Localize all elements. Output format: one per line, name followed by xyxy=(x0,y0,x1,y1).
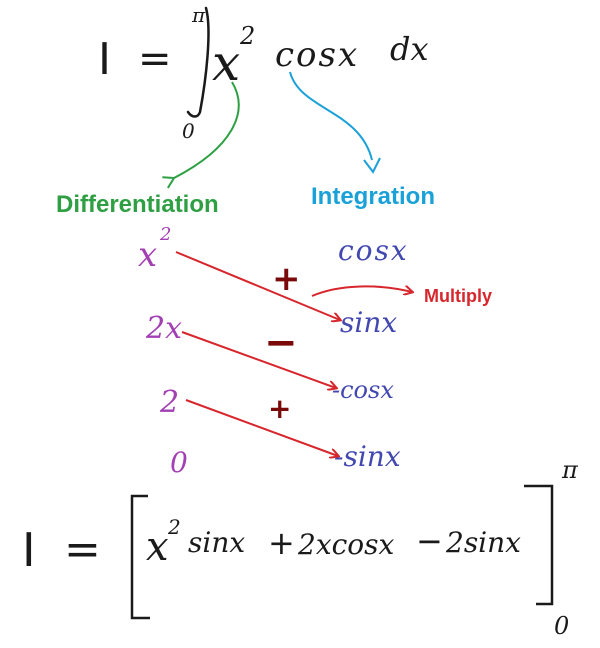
diff-term-4: 0 xyxy=(170,446,188,479)
sign-2: − xyxy=(264,320,298,366)
integral-first-function: x xyxy=(212,34,240,92)
diff-term-1: x xyxy=(138,235,157,275)
arrow-to-integration xyxy=(289,71,373,161)
sign-1: + xyxy=(272,259,301,299)
multiply-label: Multiply xyxy=(424,286,492,306)
integral-first-exponent: 2 xyxy=(239,22,255,50)
result-right-bracket xyxy=(524,484,554,606)
integral-lhs: I xyxy=(98,34,111,85)
int-term-1: cosx xyxy=(338,234,409,267)
result-lhs: I xyxy=(22,523,36,577)
result-term2: 2xcosx xyxy=(297,528,395,561)
multiply-arrow xyxy=(311,286,412,297)
integral-upper-limit: π xyxy=(191,3,206,27)
result-lower-limit: 0 xyxy=(554,612,569,640)
result-minus: − xyxy=(416,522,443,560)
integral-sign xyxy=(186,6,210,118)
result-plus: + xyxy=(268,524,295,562)
result-upper-limit: π xyxy=(561,456,579,484)
arrow-to-integration-head xyxy=(363,157,381,174)
diagonal-arrow-2 xyxy=(181,331,336,388)
int-term-3: -cosx xyxy=(332,376,394,404)
int-term-4: -sinx xyxy=(334,440,401,473)
differentiation-label: Differentiation xyxy=(56,191,219,218)
result-term1-tail: sinx xyxy=(188,526,245,559)
integration-label: Integration xyxy=(311,183,435,210)
result-term3: 2sinx xyxy=(445,526,521,559)
arrow-to-differentiation xyxy=(162,81,240,189)
diff-term-1-exponent: 2 xyxy=(159,224,171,245)
result-term1-base: x xyxy=(146,524,169,570)
diff-term-2: 2x xyxy=(145,311,182,346)
result-equals: = xyxy=(64,524,101,575)
integral-expression: I = π 0 x 2 cosx dx xyxy=(98,3,429,143)
diagonal-arrow-3 xyxy=(185,399,338,456)
sign-3: + xyxy=(268,392,291,425)
integration-column: cosx sinx -cosx -sinx xyxy=(332,234,409,473)
differentiation-column: x 2 2x 2 0 xyxy=(138,224,188,479)
result-expression: I = x 2 sinx + 2xcosx − 2sinx π 0 xyxy=(22,456,579,640)
diagonal-arrow-1 xyxy=(175,251,340,320)
integral-dx: dx xyxy=(390,30,429,68)
result-left-bracket xyxy=(130,494,150,620)
result-term1-exponent: 2 xyxy=(167,515,181,539)
integral-lower-limit: 0 xyxy=(182,119,195,143)
integral-second-function: cosx xyxy=(275,35,359,75)
integral-equals: = xyxy=(138,36,172,82)
diff-term-3: 2 xyxy=(159,385,179,420)
int-term-2: sinx xyxy=(340,306,397,339)
